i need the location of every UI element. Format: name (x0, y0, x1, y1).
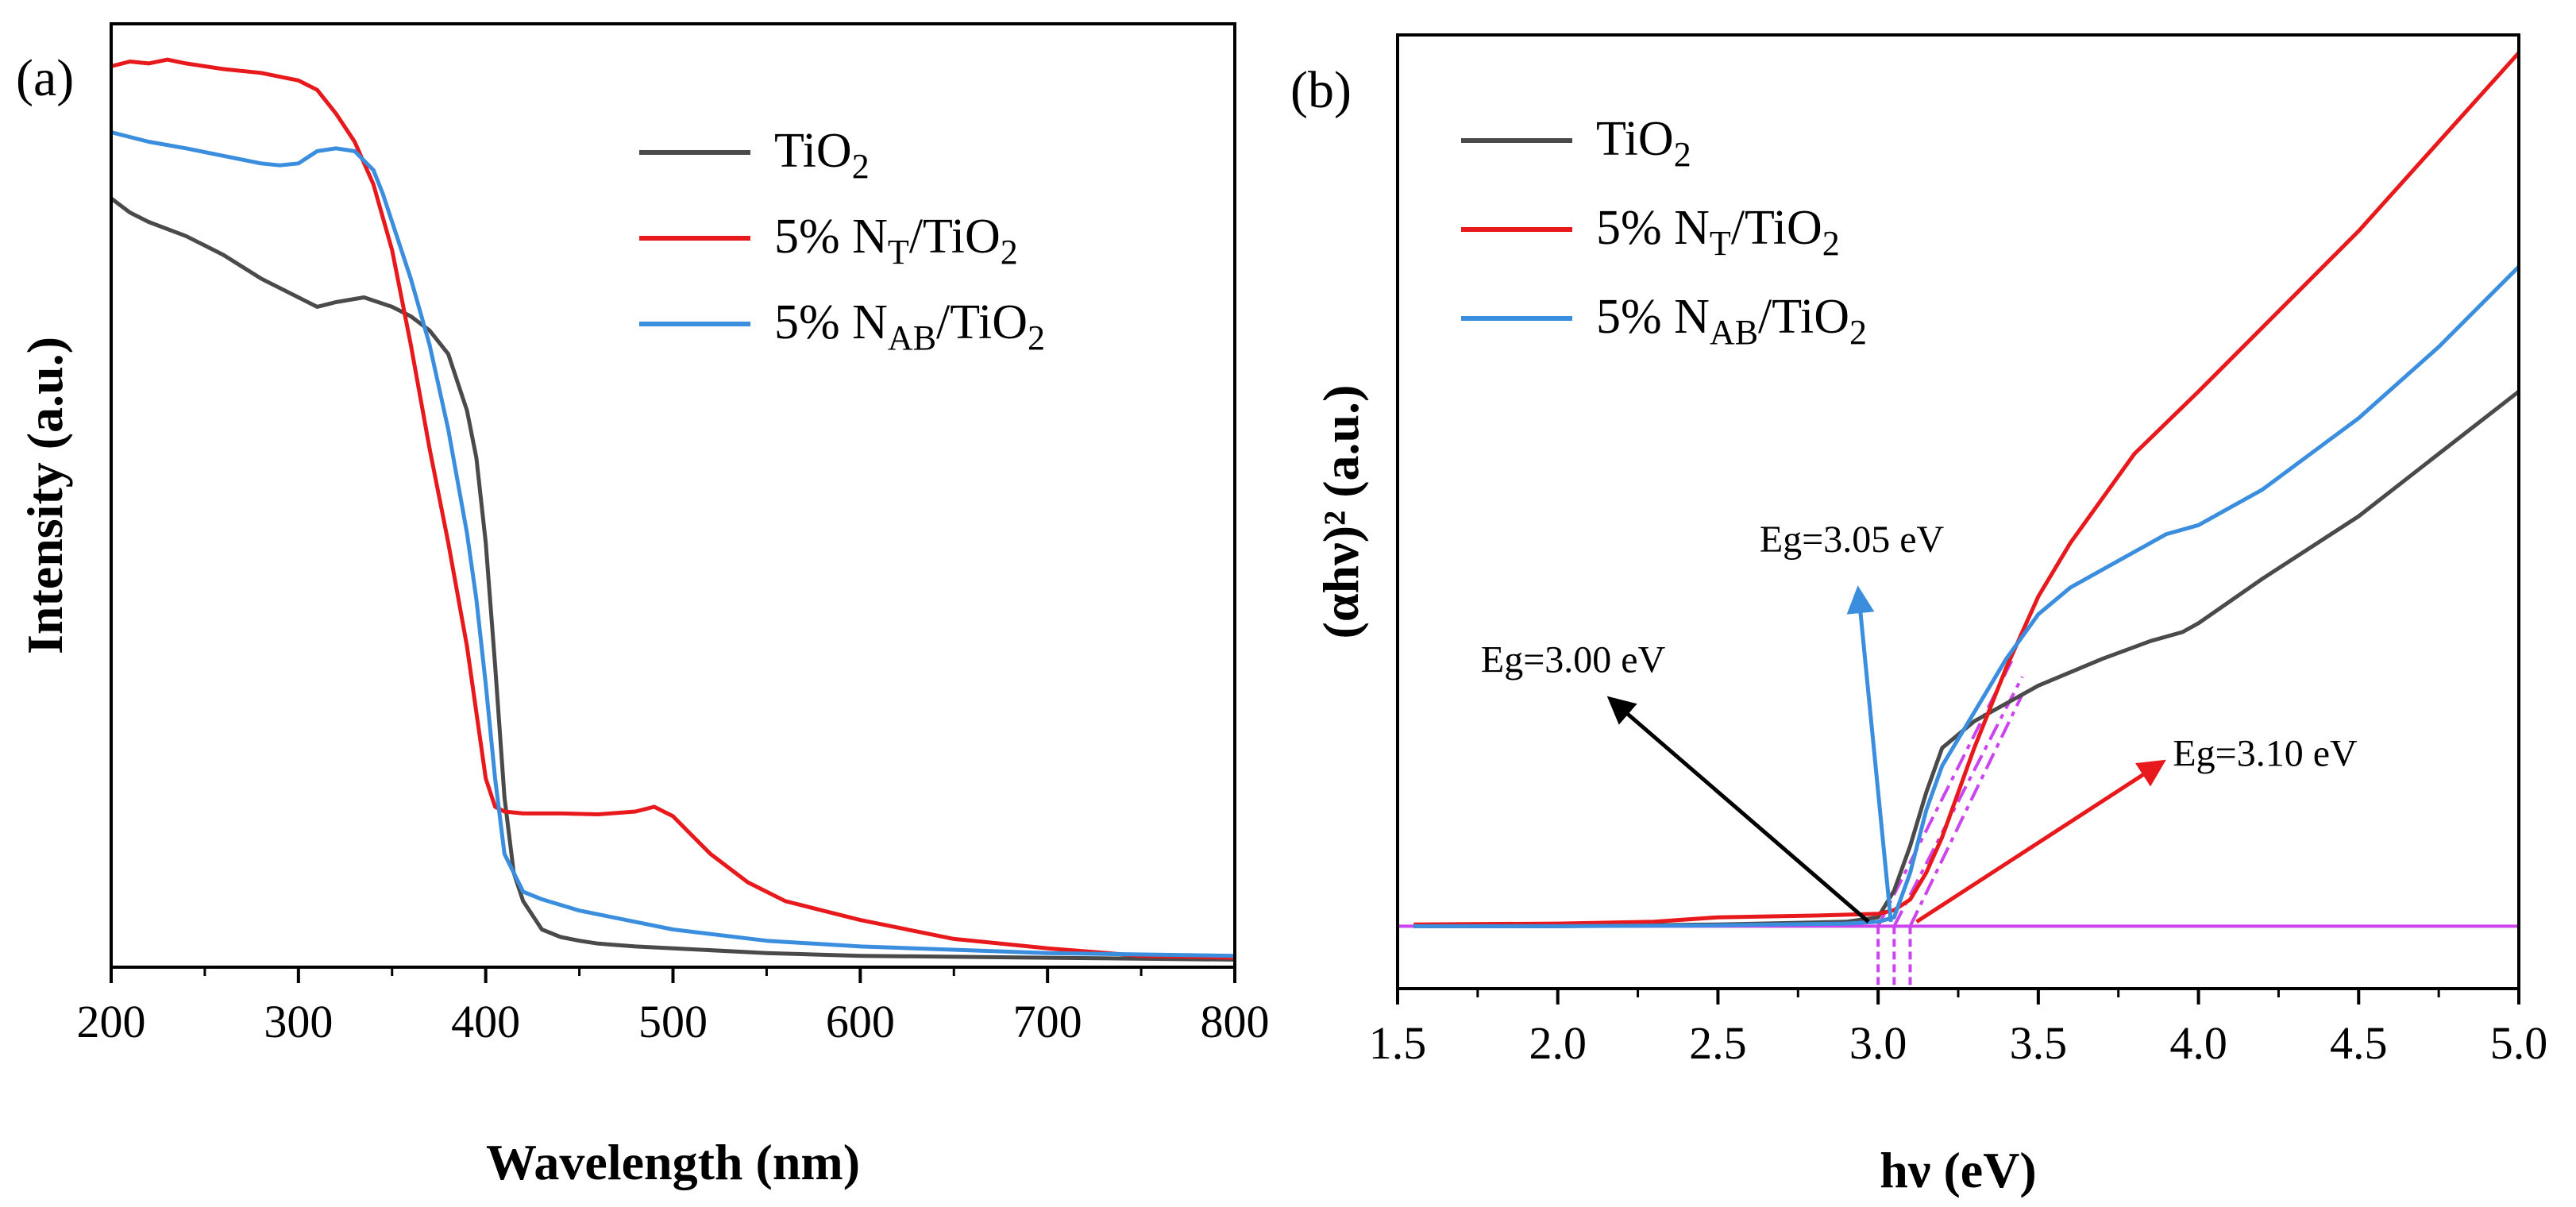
x-tick-label: 600 (826, 996, 895, 1047)
series-line-2 (111, 57, 1235, 960)
series-line-3 (111, 130, 1235, 958)
y-axis-label: (αhν)² (a.u.) (1313, 385, 1369, 639)
x-tick-label: 200 (77, 996, 146, 1047)
annotation-arrow-3 (1915, 759, 2166, 924)
x-tick-label: 3.0 (1849, 1017, 1907, 1069)
x-tick-label: 5.0 (2490, 1017, 2548, 1069)
series-line-1 (111, 196, 1235, 962)
x-tick-label: 2.5 (1689, 1017, 1747, 1069)
y-axis-label: Intensity (a.u.) (17, 337, 73, 654)
x-tick-label: 3.5 (2010, 1017, 2068, 1069)
series-line-3 (1413, 265, 2519, 928)
x-tick-label: 400 (451, 996, 520, 1047)
legend-label-1: TiO2 (1596, 112, 1691, 174)
series-line-2 (1413, 51, 2519, 927)
chart-panel-b: Eg=3.00 eV Eg=3.05 eV Eg=3.10 eV 1.5 2.0 2.5 3… (1290, 33, 2548, 1198)
annotation-label-2: Eg=3.05 eV (1760, 519, 1945, 561)
legend-label-1: TiO2 (774, 124, 870, 186)
legend-label-3: 5% NAB/TiO2 (1596, 290, 1867, 352)
annotation-arrow-1 (1606, 696, 1870, 924)
annotation-label-1: Eg=3.00 eV (1481, 639, 1666, 681)
panel-label: (a) (16, 49, 74, 107)
x-axis-label: hν (eV) (1880, 1142, 2036, 1198)
plot-frame (1396, 33, 2520, 990)
x-axis-label: Wavelength (nm) (486, 1134, 860, 1190)
x-tick-label: 800 (1201, 996, 1270, 1047)
x-tick-label: 2.0 (1529, 1017, 1587, 1069)
legend-label-2: 5% NT/TiO2 (774, 210, 1018, 272)
legend-label-2: 5% NT/TiO2 (1596, 201, 1840, 263)
x-tick-label: 700 (1013, 996, 1082, 1047)
tangent-line-3 (1908, 693, 2024, 927)
x-tick-label: 4.0 (2169, 1017, 2227, 1069)
tangent-line-2 (1892, 676, 2024, 927)
x-tick-label: 1.5 (1369, 1017, 1427, 1069)
panel-label: (b) (1290, 61, 1352, 119)
legend-label-3: 5% NAB/TiO2 (774, 295, 1045, 357)
annotation-arrow-2 (1846, 585, 1893, 923)
x-tick-label: 500 (638, 996, 708, 1047)
x-tick-label: 300 (264, 996, 333, 1047)
x-tick-label: 4.5 (2330, 1017, 2388, 1069)
annotation-label-3: Eg=3.10 eV (2173, 732, 2358, 774)
chart-panel-a: 200 300 400 500 600 700 800 Wavelength (nm) Inte… (16, 22, 1270, 1190)
